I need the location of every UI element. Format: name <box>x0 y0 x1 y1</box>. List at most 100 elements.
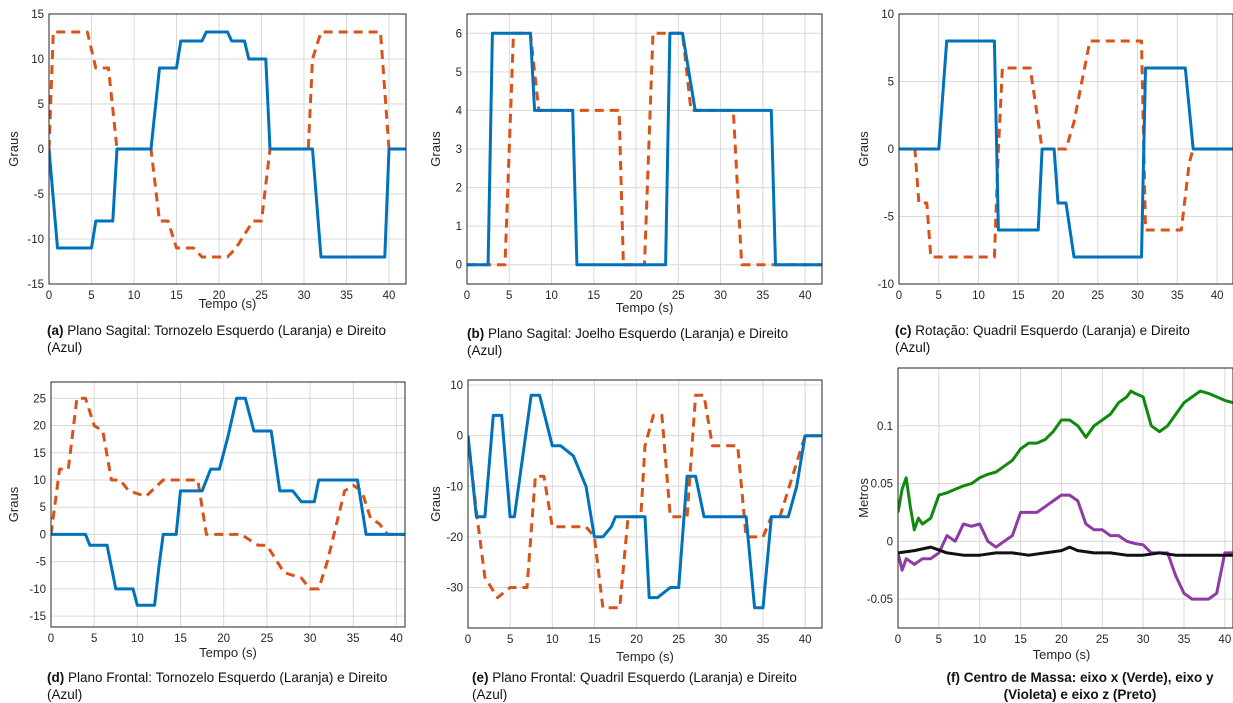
y-axis-label: Graus <box>6 486 21 522</box>
x-tick-label: 30 <box>1131 290 1144 302</box>
y-tick-label: 0 <box>40 529 46 541</box>
x-tick-label: 10 <box>972 290 985 302</box>
y-tick-label: 10 <box>31 54 44 66</box>
panel-a-tornozelo-sagital: 0 5 10 15 20 25 30 35 40 -15 -10 -5 0 5 10 15 Graus Tempo… <box>6 9 407 311</box>
x-tick-label: 30 <box>714 634 727 646</box>
caption-b-tag: (b) <box>467 326 485 341</box>
x-tick-label: 40 <box>390 633 403 645</box>
x-tick-label: 10 <box>131 633 144 645</box>
caption-b: (b) Plano Sagital: Joelho Esquerdo (Lara… <box>467 325 827 359</box>
tick-labels: 0 5 10 15 20 25 30 35 40 -0.05 0 0.05 0.1 <box>867 421 1231 646</box>
x-tick-label: 10 <box>546 634 559 646</box>
x-tick-label: 15 <box>1012 290 1025 302</box>
x-tick-label: 35 <box>756 290 769 302</box>
caption-d: (d) Plano Frontal: Tornozelo Esquerdo (L… <box>47 669 407 703</box>
x-tick-label: 35 <box>347 633 360 645</box>
x-tick-label: 0 <box>896 290 902 302</box>
x-tick-label: 5 <box>91 633 97 645</box>
caption-a-tag: (a) <box>47 323 64 338</box>
y-axis-label: Graus <box>856 131 871 167</box>
x-tick-label: 0 <box>48 633 54 645</box>
x-axis-label: Tempo (s) <box>199 296 257 311</box>
series-group <box>899 39 1233 259</box>
x-axis-label: Tempo (s) <box>616 300 674 315</box>
x-tick-label: 25 <box>672 634 685 646</box>
y-axis-label: Graus <box>6 131 21 167</box>
tick-labels: 0 5 10 15 20 25 30 35 40 -10 -5 0 5 10 <box>877 9 1223 302</box>
caption-f-text: (f) Centro de Massa: eixo x (Verde), eix… <box>946 670 1214 702</box>
plot-frame <box>48 13 407 285</box>
panel-f-centro-de-massa: 0 5 10 15 20 25 30 35 40 -0.05 0 0.05 0.1 Metros Tempo… <box>856 367 1233 662</box>
plot-frame <box>50 381 406 628</box>
x-tick-label: 40 <box>1218 634 1231 646</box>
y-tick-label: 5 <box>40 502 46 514</box>
caption-e-tag: (e) <box>472 670 489 685</box>
series-group <box>468 393 822 610</box>
x-tick-label: 20 <box>213 290 226 302</box>
y-tick-label: -5 <box>884 212 894 224</box>
y-tick-label: -5 <box>34 189 44 201</box>
x-tick-label: 30 <box>304 633 317 645</box>
y-tick-label: -30 <box>446 583 463 595</box>
x-tick-label: 0 <box>464 290 470 302</box>
y-tick-label: 6 <box>456 28 462 40</box>
x-tick-label: 40 <box>383 290 396 302</box>
y-tick-label: -10 <box>877 279 894 291</box>
x-axis-label: Tempo (s) <box>1033 647 1091 662</box>
plot-area <box>51 382 405 627</box>
caption-c-tag: (c) <box>895 323 912 338</box>
caption-f: (f) Centro de Massa: eixo x (Verde), eix… <box>935 669 1225 703</box>
x-tick-label: 30 <box>1137 634 1150 646</box>
series-line-1 <box>467 31 822 267</box>
series-group <box>49 30 406 259</box>
y-tick-label: -15 <box>29 611 46 623</box>
caption-c-text: Rotação: Quadril Esquerdo (Laranja) e Di… <box>895 323 1190 355</box>
series-line-0 <box>51 396 405 591</box>
x-tick-label: 20 <box>630 290 643 302</box>
plot-frame <box>466 13 823 285</box>
plot-frame <box>898 13 1233 285</box>
y-tick-label: 0 <box>887 536 893 548</box>
series-line-1 <box>51 396 405 607</box>
y-tick-label: -5 <box>36 557 46 569</box>
series-line-1 <box>898 493 1233 601</box>
tick-labels: 0 5 10 15 20 25 30 35 40 -15 -10 -5 0 5 10 15 20 25 <box>29 393 402 645</box>
series-line-1 <box>49 30 406 259</box>
x-tick-label: 5 <box>936 634 942 646</box>
y-tick-label: 4 <box>456 105 463 117</box>
series-line-0 <box>899 39 1233 259</box>
x-tick-label: 0 <box>46 290 52 302</box>
x-tick-label: 0 <box>895 634 901 646</box>
tick-labels: 0 5 10 15 20 25 30 35 40 -15 -10 -5 0 5 10 15 <box>27 9 395 302</box>
series-group <box>467 31 822 267</box>
x-tick-label: 25 <box>255 290 268 302</box>
plot-frame <box>467 379 823 629</box>
series-line-1 <box>899 39 1233 259</box>
x-tick-label: 0 <box>465 634 471 646</box>
y-tick-label: 20 <box>33 421 46 433</box>
y-tick-label: 5 <box>38 99 44 111</box>
x-tick-label: 15 <box>587 290 600 302</box>
series-group <box>898 389 1233 601</box>
tick-labels: 0 5 10 15 20 25 30 35 40 0 1 2 3 4 5 6 <box>456 28 812 302</box>
series-line-0 <box>49 30 406 259</box>
y-tick-label: 3 <box>456 144 462 156</box>
caption-d-text: Plano Frontal: Tornozelo Esquerdo (Laran… <box>47 670 388 702</box>
y-tick-label: 5 <box>456 67 462 79</box>
x-tick-label: 15 <box>588 634 601 646</box>
x-tick-label: 40 <box>799 290 812 302</box>
x-tick-label: 20 <box>1055 634 1068 646</box>
y-tick-label: 10 <box>881 9 894 21</box>
x-tick-label: 15 <box>174 633 187 645</box>
x-tick-label: 35 <box>1171 290 1184 302</box>
panel-b-joelho-sagital: 0 5 10 15 20 25 30 35 40 0 1 2 3 4 5 6 Graus Tempo (s) <box>428 13 823 315</box>
series-line-2 <box>898 545 1233 557</box>
y-tick-label: 15 <box>33 448 46 460</box>
y-tick-label: 0.05 <box>871 479 893 491</box>
y-axis-label: Graus <box>428 486 443 522</box>
x-tick-label: 10 <box>545 290 558 302</box>
y-tick-label: 25 <box>33 393 46 405</box>
y-tick-label: -10 <box>29 584 46 596</box>
caption-e-text: Plano Frontal: Quadril Esquerdo (Laranja… <box>472 670 797 702</box>
